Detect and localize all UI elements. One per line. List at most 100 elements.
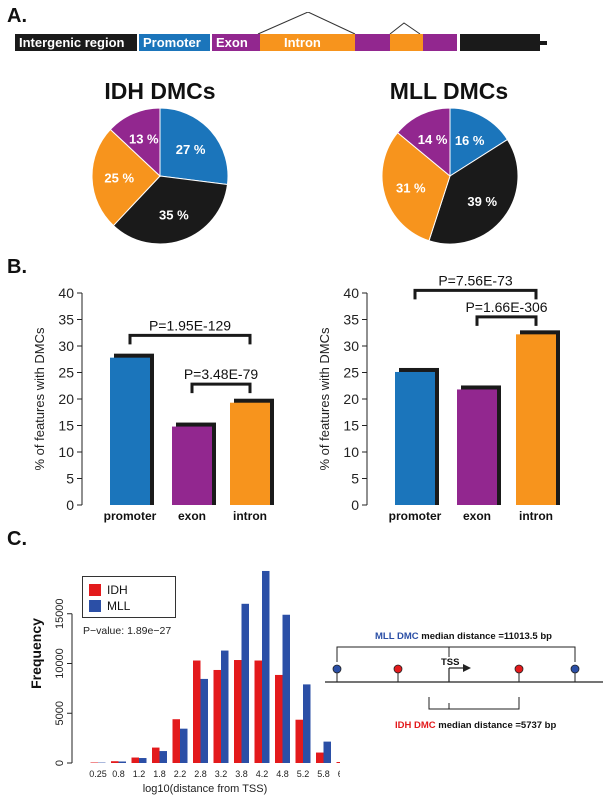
hist-bar-mll-10 [303, 684, 311, 763]
gene-segment-intergenic: Intergenic region [15, 34, 137, 51]
hist-bar-idh-7 [234, 660, 242, 763]
bar-mll-x-tick-label-2: intron [519, 509, 553, 523]
hist-x-tick-label-8: 4.2 [256, 769, 269, 779]
pie-mll-slice-label-2: 31 % [396, 180, 426, 195]
pie-mll-slice-3 [396, 107, 451, 178]
pie-mll-slice-label-3: 14 % [418, 132, 448, 147]
hist-x-tick-label-10: 5.2 [297, 769, 310, 779]
bar-idh-y-tick-label-6: 30 [58, 338, 74, 354]
panel-a-label: A. [7, 5, 27, 27]
bar-idh-y-tick-label-4: 20 [58, 391, 74, 407]
hist-bar-idh-12 [336, 762, 340, 763]
histogram-distance-tss: 0 5000 10000 15000 Frequency 0.25 0.8 1.2 1.8 2.2… [28, 570, 340, 795]
hist-bar-idh-10 [295, 719, 303, 763]
mll-bracket-right [449, 646, 576, 662]
bar-mll-y-tick-label-3: 15 [343, 418, 359, 434]
bar-idh-bar-1 [172, 426, 212, 505]
bar-mll-significance-bracket-1 [475, 315, 538, 326]
hist-x-tick-label-3: 1.8 [153, 769, 166, 779]
bar-idh-bar-0 [110, 357, 150, 505]
bar-idh-bar-2 [230, 402, 270, 505]
bar-mll-y-tick-label-4: 20 [343, 391, 359, 407]
idh-bracket-right [449, 697, 520, 710]
intron-connector-2 [389, 22, 421, 35]
gene-segment-exon-2 [355, 34, 390, 51]
gene-structure: Intergenic region Promoter Exon Intron [15, 34, 547, 51]
gene-segment-intron-2 [390, 34, 423, 51]
intron-connector-1 [257, 12, 356, 35]
hist-bar-mll-11 [323, 741, 331, 763]
bar-chart-mll: 0 5 10 15 20 25 30 35 40 % of features with DMCs p… [317, 272, 560, 523]
gene-segment-downstream [460, 34, 540, 51]
bar-idh-x-tick-label-1: exon [178, 509, 206, 523]
bar-idh-y-tick-label-0: 0 [66, 497, 74, 513]
legend-label-mll: MLL [107, 599, 131, 613]
hist-bar-mll-6 [221, 650, 229, 763]
mll-bracket-left [336, 646, 450, 662]
legend-swatch-idh [89, 584, 101, 596]
pie-idh-slice-0 [159, 107, 229, 186]
bar-idh-y-tick-label-8: 40 [58, 285, 74, 301]
pie-idh-slice-label-3: 13 % [129, 132, 159, 147]
bar-idh-y-tick-label-1: 5 [66, 471, 74, 487]
hist-bar-idh-2 [131, 757, 139, 763]
legend-label-idh: IDH [107, 583, 128, 597]
gene-segment-exon: Exon [212, 34, 260, 51]
hist-x-tick-label-0: 0.25 [89, 769, 107, 779]
idh-dmc-left [393, 664, 403, 674]
pie-mll-slice-label-1: 39 % [467, 194, 497, 209]
pie-mll-title: MLL DMCs [389, 78, 509, 104]
hist-bar-mll-1 [118, 761, 126, 763]
bar-idh-p-value-0: P=1.95E-129 [149, 317, 231, 333]
bar-idh-y-tick-label-7: 35 [58, 312, 74, 328]
panel-c-label: C. [7, 528, 27, 550]
bar-mll-y-tick-label-1: 5 [351, 471, 359, 487]
idh-median-label: IDH DMC median distance =5737 bp [395, 720, 556, 731]
panel-b-label: B. [7, 256, 27, 278]
hist-x-tick-label-12: 6.2 [338, 769, 340, 779]
bar-mll-x-tick-label-1: exon [463, 509, 491, 523]
bar-mll-y-tick-label-7: 35 [343, 312, 359, 328]
hist-bar-idh-8 [254, 660, 262, 763]
pie-mll-slice-1 [428, 138, 519, 245]
tss-distance-schematic: MLL DMC median distance =11013.5 bp TSS … [325, 631, 603, 731]
gene-segment-intron: Intron [260, 34, 355, 51]
bar-idh-y-tick-label-3: 15 [58, 418, 74, 434]
pie-chart-mll: 16 % 39 % 31 % 14 % [381, 107, 519, 245]
gene-structure-introns [257, 12, 421, 35]
pie-mll-slice-label-0: 16 % [455, 133, 485, 148]
pie-idh-slice-label-1: 35 % [159, 207, 189, 222]
hist-x-tick-label-9: 4.8 [276, 769, 289, 779]
hist-x-tick-label-5: 2.8 [194, 769, 207, 779]
hist-x-tick-label-4: 2.2 [174, 769, 187, 779]
hist-y-axis-label: Frequency [28, 618, 44, 689]
bar-mll-y-tick-label-5: 25 [343, 365, 359, 381]
hist-x-tick-label-6: 3.2 [215, 769, 228, 779]
pie-idh-slice-label-0: 27 % [176, 142, 206, 157]
hist-bar-mll-8 [262, 570, 270, 763]
hist-bar-idh-5 [193, 660, 201, 763]
bar-idh-x-tick-label-2: intron [233, 509, 267, 523]
pie-idh-slice-1 [112, 175, 229, 245]
bar-mll-y-axis-label: % of features with DMCs [317, 327, 332, 471]
bar-mll-bar-0 [395, 371, 435, 505]
pie-idh-slice-3 [109, 107, 161, 178]
hist-bar-mll-9 [282, 614, 290, 763]
gene-segment-tail [540, 40, 547, 45]
tss-arrow-head [463, 664, 471, 672]
bar-idh-y-tick-label-2: 10 [58, 444, 74, 460]
hist-y-tick-label-3: 15000 [54, 598, 66, 629]
pie-mll-slice-0 [449, 107, 509, 177]
hist-x-tick-label-1: 0.8 [112, 769, 125, 779]
pie-mll-slice-2 [381, 131, 451, 242]
mll-median-value: median distance =11013.5 bp [419, 631, 553, 642]
hist-bar-mll-5 [200, 678, 208, 763]
idh-median-name: IDH DMC [395, 720, 436, 731]
tss-label: TSS [441, 657, 459, 668]
idh-bracket-left [428, 697, 449, 710]
bar-mll-bar-2 [516, 334, 556, 505]
hist-bar-mll-4 [180, 728, 188, 763]
pie-idh-title: IDH DMCs [104, 78, 216, 104]
hist-bar-idh-6 [213, 669, 221, 763]
bar-mll-y-tick-label-0: 0 [351, 497, 359, 513]
